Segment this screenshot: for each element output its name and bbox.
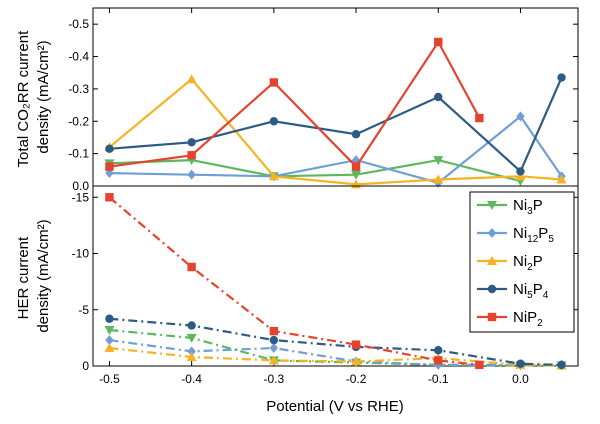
top-point-Ni2P: [186, 74, 197, 84]
top-point-Ni2P: [515, 171, 526, 181]
bottom-plot-frame: [92, 185, 579, 367]
xtick-label: -0.5: [99, 372, 120, 386]
bottom-series-line-NiP2: [108, 196, 480, 366]
bottom-point-Ni5P4: [557, 360, 566, 370]
bottom-point-NiP2: [269, 326, 279, 336]
top-point-Ni5P4: [434, 92, 443, 102]
xtick-label: -0.4: [181, 372, 202, 386]
bottom-point-Ni5P4: [269, 335, 279, 345]
top-ytick-label: 0.0: [72, 179, 89, 193]
legend-marker: [487, 228, 497, 238]
top-point-NiP2: [269, 78, 279, 87]
bottom-point-Ni2P: [268, 355, 279, 365]
top-point-Ni2P: [268, 171, 279, 181]
bottom-y-axis-title: HER current density (mA/cm²): [15, 219, 52, 332]
top-ylabel-line1: Total CO₂RR current: [15, 30, 32, 168]
bottom-point-Ni5P4: [516, 359, 525, 368]
top-point-Ni3P: [433, 156, 444, 166]
bottom-point-Ni12P5: [269, 343, 279, 353]
legend-label: NiP2: [513, 309, 543, 329]
xtick-label: -0.1: [428, 372, 449, 386]
top-point-Ni5P4: [351, 130, 361, 139]
top-ytick-label: -0.4: [68, 50, 89, 64]
bottom-point-NiP2: [475, 360, 484, 370]
x-axis: -0.5 -0.4 -0.3 -0.2 -0.1 0.0: [99, 8, 529, 386]
legend-marker: [487, 312, 497, 322]
top-point-Ni5P4: [516, 167, 525, 176]
bottom-point-Ni5P4: [434, 346, 443, 355]
bottom-ytick-label: -15: [72, 190, 90, 204]
bottom-point-Ni3P: [186, 333, 197, 343]
top-point-Ni2P: [556, 174, 567, 184]
bottom-ylabel-line1: HER current: [15, 236, 32, 319]
legend: Ni3P Ni12P5 Ni2P Ni5P4 NiP2: [469, 191, 575, 333]
bottom-series-group: [104, 193, 567, 371]
top-ytick-label: -0.3: [68, 82, 89, 96]
bottom-point-NiP2: [187, 262, 196, 272]
bottom-ylabel-line2: density (mA/cm²): [35, 219, 52, 332]
bottom-point-NiP2: [434, 356, 443, 365]
xtick-label: 0.0: [512, 372, 529, 386]
bottom-point-Ni5P4: [187, 321, 196, 330]
top-series-group: [104, 37, 567, 189]
top-panel: 0.0 -0.1 -0.2 -0.3 -0.4 -0.5 Total CO₂RR curr…: [15, 7, 579, 193]
top-series-line-Ni3P: [109, 158, 521, 183]
top-point-Ni12P5: [187, 169, 196, 180]
legend-marker: [487, 284, 497, 294]
top-y-axis-title: Total CO₂RR current density (mA/cm²): [15, 27, 52, 168]
bottom-point-Ni2P: [186, 352, 197, 361]
legend-label: Ni2P: [513, 253, 543, 273]
top-point-Ni5P4: [187, 138, 196, 147]
top-point-Ni2P: [433, 174, 444, 184]
bottom-point-Ni2P: [104, 343, 115, 352]
bottom-point-NiP2: [351, 340, 361, 349]
top-point-NiP2: [105, 162, 114, 171]
xtick-label: -0.3: [264, 372, 285, 386]
top-series-line-Ni12P5: [109, 114, 563, 185]
top-point-Ni12P5: [516, 111, 525, 122]
legend-label: Ni3P: [513, 197, 543, 217]
top-point-Ni5P4: [269, 117, 279, 126]
top-point-NiP2: [475, 113, 484, 123]
legend-label: Ni5P4: [513, 281, 549, 301]
top-ylabel-line2: density (mA/cm²): [35, 40, 52, 153]
bottom-point-Ni2P: [351, 356, 362, 366]
xtick-label: -0.2: [346, 372, 367, 386]
bottom-point-NiP2: [105, 193, 114, 202]
top-ytick-label: -0.5: [68, 17, 89, 31]
top-point-Ni5P4: [557, 73, 566, 82]
top-point-Ni5P4: [105, 144, 114, 153]
top-point-NiP2: [187, 151, 196, 160]
x-axis-title: Potential (V vs RHE): [266, 398, 404, 415]
legend-marker: [487, 256, 497, 265]
bottom-point-Ni3P: [104, 326, 115, 335]
top-ytick-label: -0.2: [68, 114, 89, 128]
top-point-Ni3P: [351, 170, 362, 180]
legend-marker: [487, 201, 497, 210]
bottom-point-Ni5P4: [105, 314, 114, 323]
bottom-ytick-label: -10: [72, 247, 90, 261]
bottom-ytick-label: -5: [78, 303, 89, 317]
bottom-point-Ni12P5: [105, 335, 114, 346]
bottom-panel: 0 -5 -10 -15 -0.5 -0.4 -0.3 -0.2 -0.1 0.0 HER cu…: [15, 8, 579, 415]
bottom-point-Ni12P5: [187, 346, 196, 357]
top-series-line-NiP2: [109, 39, 481, 169]
top-y-axis: 0.0 -0.1 -0.2 -0.3 -0.4 -0.5: [68, 17, 578, 193]
top-point-NiP2: [351, 162, 361, 171]
legend-label: Ni12P5: [513, 225, 554, 245]
bottom-ytick-label: 0: [82, 359, 89, 373]
top-ytick-label: -0.1: [68, 147, 89, 161]
top-point-NiP2: [434, 37, 443, 47]
